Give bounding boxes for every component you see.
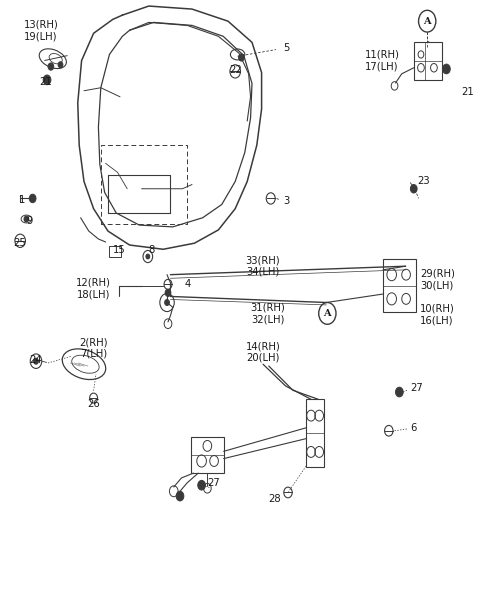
Text: 13(RH)
19(LH): 13(RH) 19(LH) bbox=[24, 19, 58, 41]
Text: 12(RH)
18(LH): 12(RH) 18(LH) bbox=[75, 278, 110, 299]
Text: 15: 15 bbox=[113, 245, 125, 255]
Circle shape bbox=[24, 216, 29, 222]
Text: 21: 21 bbox=[39, 77, 52, 87]
Circle shape bbox=[239, 54, 244, 61]
Circle shape bbox=[43, 75, 51, 85]
Circle shape bbox=[58, 62, 63, 68]
Text: 5: 5 bbox=[283, 44, 289, 53]
Circle shape bbox=[198, 480, 205, 490]
Text: 29(RH)
30(LH): 29(RH) 30(LH) bbox=[420, 269, 455, 290]
Text: 3: 3 bbox=[283, 196, 289, 206]
Text: 27: 27 bbox=[410, 384, 423, 393]
Text: 1: 1 bbox=[19, 195, 25, 204]
Text: 31(RH)
32(LH): 31(RH) 32(LH) bbox=[251, 302, 285, 324]
Text: 22: 22 bbox=[229, 65, 241, 74]
Text: 21: 21 bbox=[461, 87, 474, 97]
Circle shape bbox=[165, 299, 169, 306]
Text: 11(RH)
17(LH): 11(RH) 17(LH) bbox=[365, 50, 400, 71]
Text: 25: 25 bbox=[13, 238, 26, 248]
Text: 26: 26 bbox=[87, 399, 100, 409]
Circle shape bbox=[29, 194, 36, 203]
Text: 10(RH)
16(LH): 10(RH) 16(LH) bbox=[420, 304, 455, 325]
Circle shape bbox=[165, 289, 171, 296]
Text: 23: 23 bbox=[418, 177, 430, 186]
Circle shape bbox=[443, 64, 450, 74]
Circle shape bbox=[34, 358, 38, 364]
Text: 8: 8 bbox=[148, 245, 155, 255]
Circle shape bbox=[146, 254, 150, 259]
Circle shape bbox=[48, 63, 54, 70]
Text: 2(RH)
7(LH): 2(RH) 7(LH) bbox=[79, 337, 108, 359]
Text: A: A bbox=[423, 17, 431, 25]
Text: 28: 28 bbox=[268, 494, 281, 504]
Text: A: A bbox=[324, 309, 331, 318]
Text: 27: 27 bbox=[207, 478, 220, 488]
Text: 24: 24 bbox=[29, 355, 41, 365]
Circle shape bbox=[396, 387, 403, 397]
Text: 9: 9 bbox=[26, 216, 33, 226]
Text: 33(RH)
34(LH): 33(RH) 34(LH) bbox=[246, 255, 280, 277]
Text: 14(RH)
20(LH): 14(RH) 20(LH) bbox=[246, 341, 280, 363]
Circle shape bbox=[176, 491, 184, 501]
Circle shape bbox=[410, 185, 417, 193]
Text: 6: 6 bbox=[410, 424, 417, 433]
Text: 4: 4 bbox=[185, 280, 191, 289]
